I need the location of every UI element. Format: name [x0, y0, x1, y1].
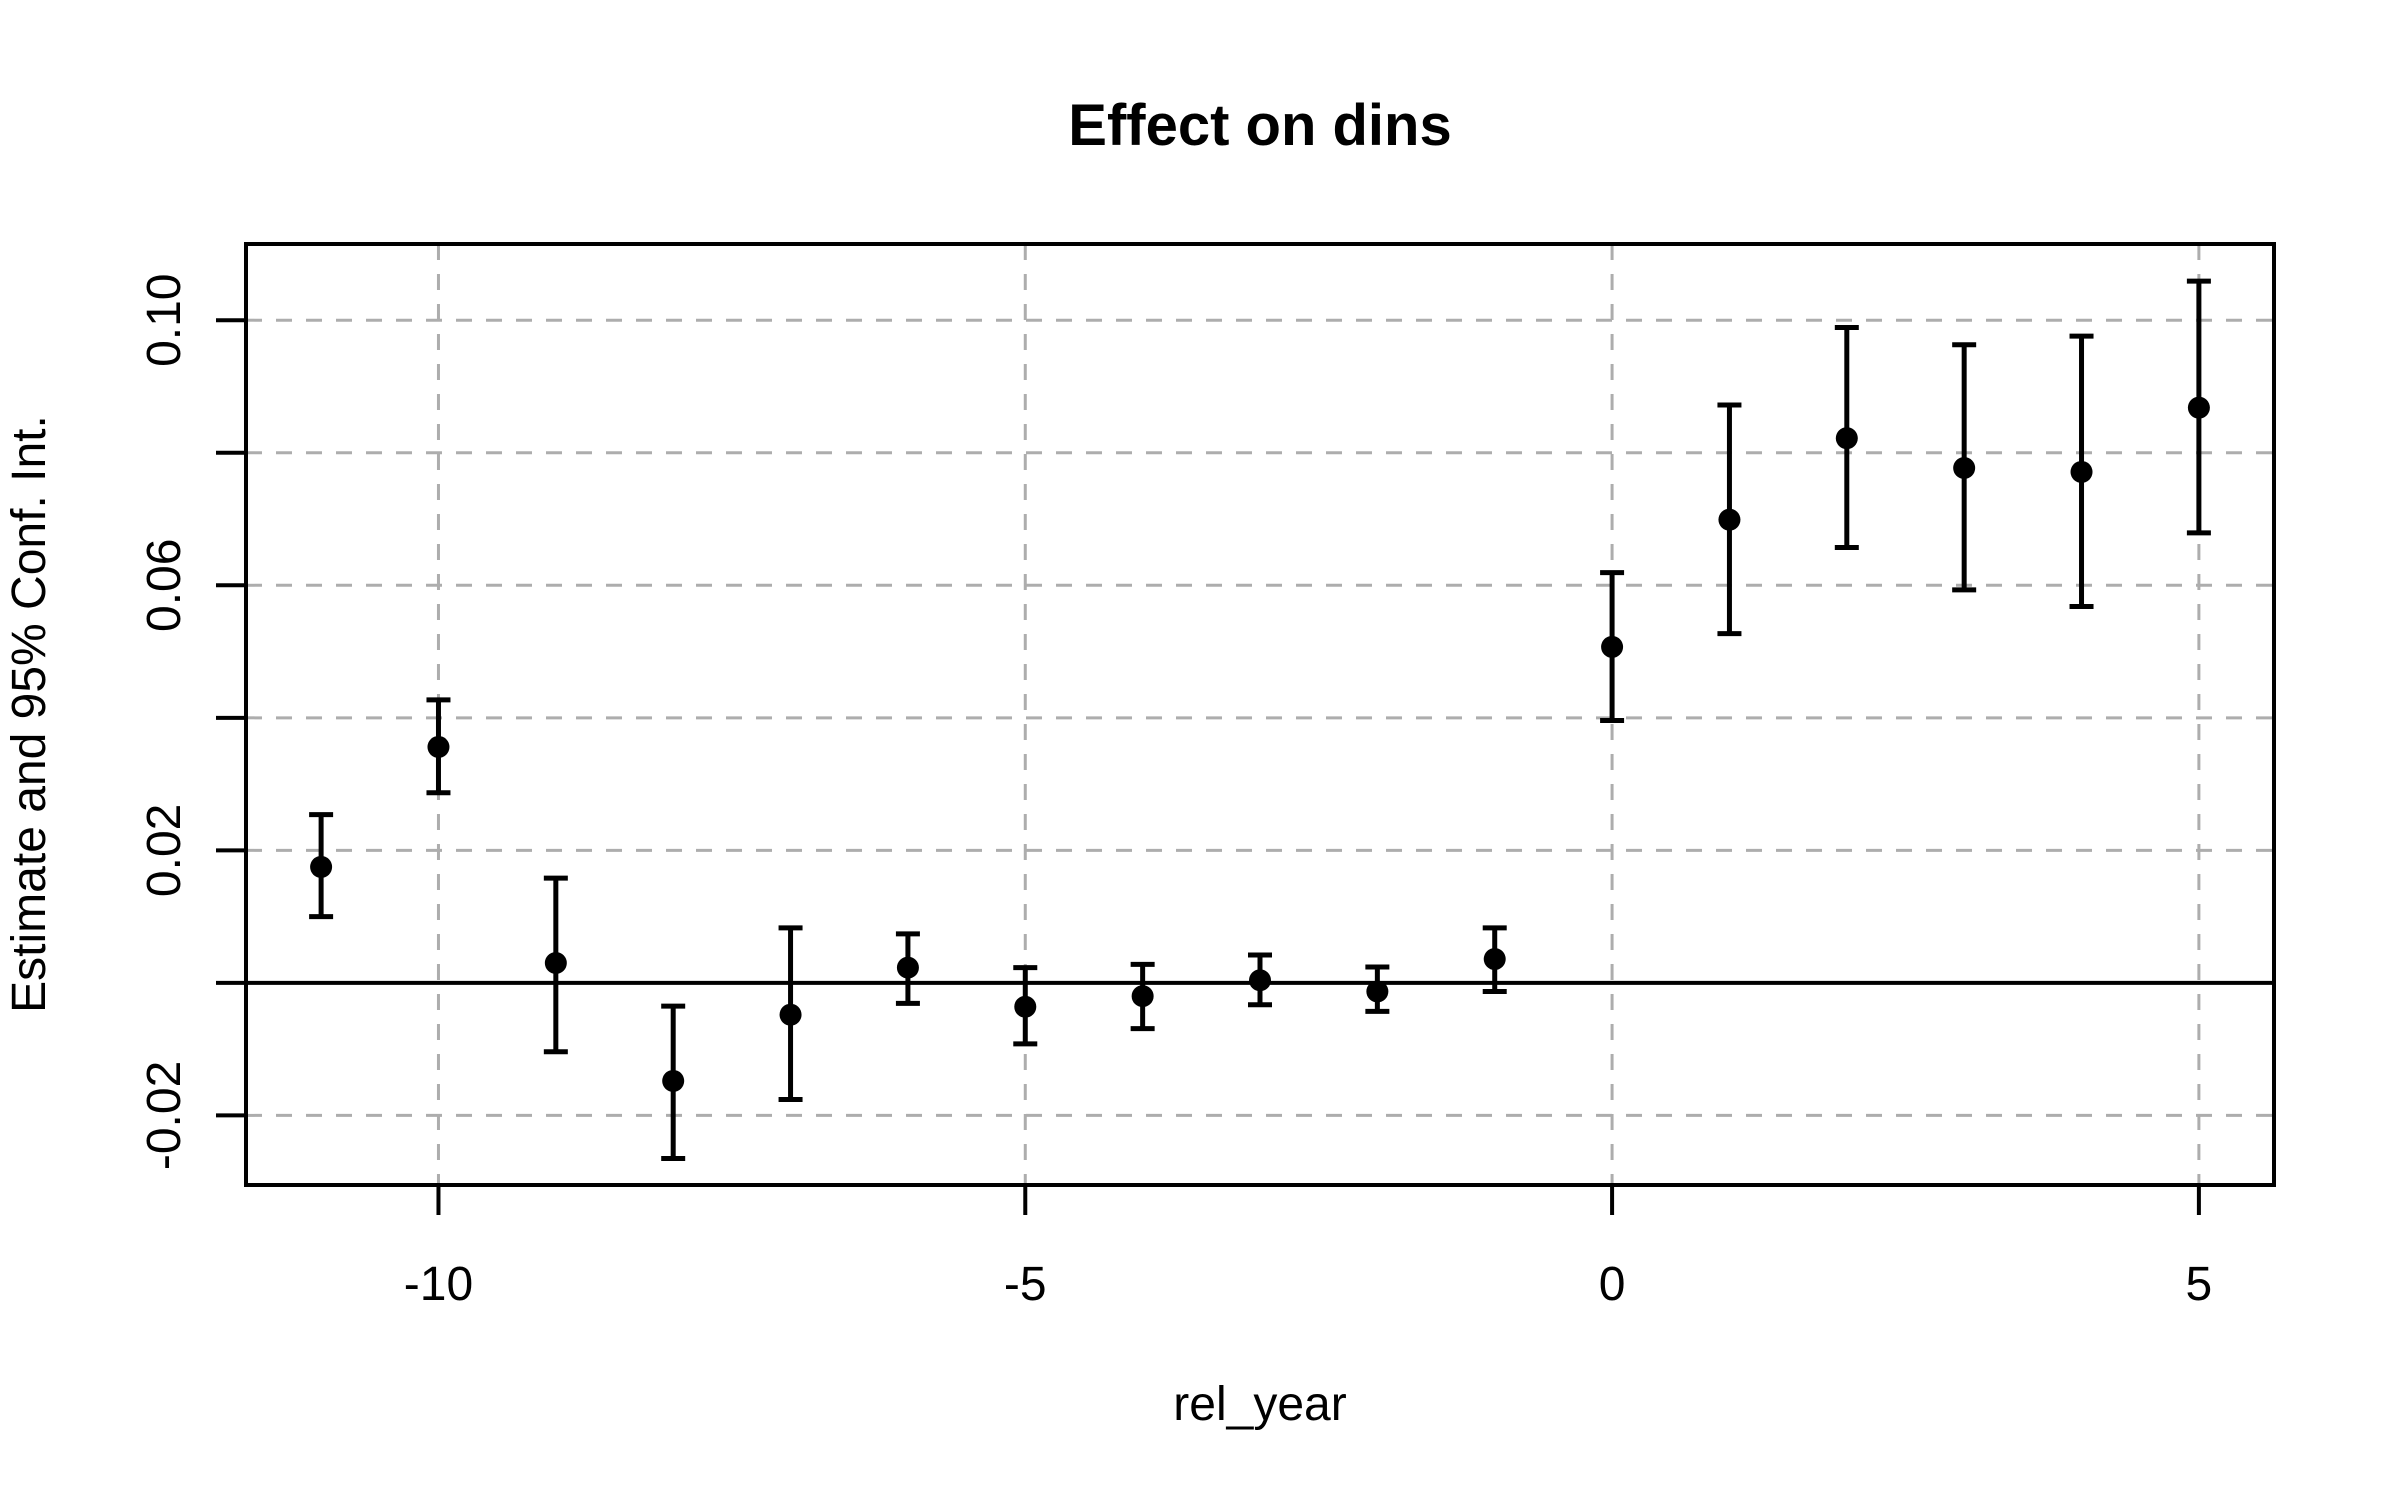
data-point: [1483, 948, 1506, 971]
estimate-with-ci: [895, 931, 920, 1006]
y-tick-label: -0.02: [138, 1061, 191, 1170]
data-point: [427, 735, 450, 758]
data-point: [1718, 508, 1741, 531]
data-point: [544, 952, 567, 975]
estimate-with-ci: [778, 925, 803, 1103]
y-tick-label: 0.02: [138, 804, 191, 897]
data-point: [310, 855, 333, 878]
estimate-with-ci: [543, 875, 568, 1055]
data-point: [1835, 427, 1858, 450]
estimate-with-ci: [661, 1003, 686, 1161]
data-point: [1601, 635, 1624, 658]
data-point: [662, 1069, 685, 1092]
x-tick-label: -5: [1004, 1258, 1047, 1311]
estimate-with-ci: [1365, 964, 1390, 1014]
chart-title: Effect on dins: [1068, 93, 1451, 158]
data-point: [1953, 456, 1976, 479]
plot-box: [244, 242, 2276, 1187]
estimate-with-ci: [1600, 570, 1625, 723]
data-point: [779, 1003, 802, 1026]
data-point: [1014, 995, 1037, 1018]
y-axis-label: Estimate and 95% Conf. Int.: [3, 415, 56, 1013]
y-tick-label: 0.06: [138, 539, 191, 632]
estimate-with-ci: [309, 812, 334, 920]
estimate-with-ci: [1952, 342, 1977, 593]
estimate-with-ci: [1482, 925, 1507, 994]
x-axis-label: rel_year: [1173, 1378, 1346, 1431]
x-tick-label: 5: [2186, 1258, 2213, 1311]
data-point: [2070, 460, 2093, 483]
estimate-with-ci: [1013, 965, 1038, 1047]
data-point: [2187, 396, 2210, 419]
estimate-with-ci: [1834, 324, 1859, 551]
estimate-with-ci: [1248, 952, 1272, 1008]
x-tick-label: -10: [404, 1258, 473, 1311]
estimate-with-ci: [1130, 961, 1155, 1032]
estimate-with-ci: [426, 697, 451, 796]
data-point: [1249, 969, 1271, 992]
estimate-with-ci: [1717, 402, 1742, 637]
data-point: [1131, 985, 1154, 1008]
y-tick-label: 0.10: [138, 273, 191, 366]
estimate-with-ci: [2186, 278, 2211, 536]
x-tick-label: 0: [1599, 1258, 1626, 1311]
data-point: [896, 956, 919, 979]
estimate-with-ci: [2069, 333, 2094, 609]
data-point: [1366, 980, 1389, 1003]
